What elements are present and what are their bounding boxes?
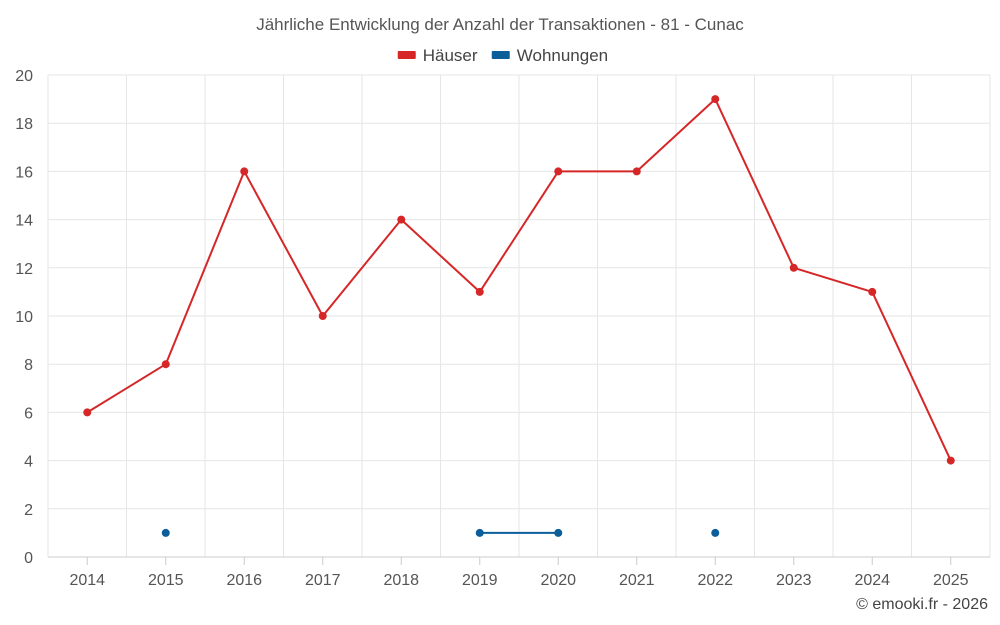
x-tick-label: 2021 xyxy=(619,572,655,589)
x-tick-label: 2022 xyxy=(697,572,733,589)
y-tick-label: 18 xyxy=(15,116,33,133)
credit-label: © emooki.fr - 2026 xyxy=(856,596,988,613)
x-tick-label: 2016 xyxy=(226,572,262,589)
x-tick-label: 2025 xyxy=(933,572,969,589)
legend: Häuser Wohnungen xyxy=(397,46,608,65)
y-tick-label: 20 xyxy=(15,68,33,85)
y-tick-label: 12 xyxy=(15,261,33,278)
legend-label-wohnungen: Wohnungen xyxy=(517,46,608,65)
series-line-haeuser xyxy=(321,218,403,317)
y-tick-label: 2 xyxy=(24,502,33,519)
grid xyxy=(47,74,991,558)
data-point-haeuser xyxy=(632,167,641,176)
series-line-haeuser xyxy=(871,291,952,462)
series-wohnungen xyxy=(161,528,720,537)
y-tick-label: 16 xyxy=(15,164,33,181)
series-line-haeuser xyxy=(86,363,167,414)
x-tick-label: 2023 xyxy=(776,572,812,589)
data-point-haeuser xyxy=(868,287,877,296)
series-line-haeuser xyxy=(478,170,560,293)
data-point-haeuser xyxy=(789,263,798,272)
x-tick-label: 2019 xyxy=(462,572,498,589)
series-line-haeuser xyxy=(243,170,324,317)
data-point-wohnungen xyxy=(711,528,720,537)
data-point-haeuser xyxy=(711,95,720,104)
x-tick-label: 2014 xyxy=(69,572,105,589)
series-line-haeuser xyxy=(164,171,246,365)
data-point-wohnungen xyxy=(161,528,170,537)
x-axis: 2014 2015 2016 2017 2018 2019 2020 2021 2022 2023… xyxy=(48,556,990,589)
x-tick-label: 2017 xyxy=(305,572,341,589)
data-point-haeuser xyxy=(83,408,92,417)
series-haeuser xyxy=(83,95,955,465)
series-line-haeuser xyxy=(636,98,716,173)
legend-swatch-wohnungen xyxy=(491,51,510,59)
y-tick-label: 8 xyxy=(24,357,33,374)
y-tick-label: 14 xyxy=(15,213,33,230)
legend-swatch-haeuser xyxy=(397,51,416,59)
data-point-haeuser xyxy=(397,215,406,224)
data-point-haeuser xyxy=(475,287,484,296)
y-tick-label: 10 xyxy=(15,309,33,326)
y-tick-label: 4 xyxy=(24,454,33,471)
chart-title: Jährliche Entwicklung der Anzahl der Tra… xyxy=(256,15,744,34)
series-line-haeuser xyxy=(400,218,481,293)
data-point-haeuser xyxy=(240,167,249,176)
y-tick-label: 6 xyxy=(24,405,33,422)
data-point-haeuser xyxy=(161,360,170,369)
data-point-wohnungen xyxy=(475,528,484,537)
data-point-haeuser xyxy=(554,167,563,176)
legend-label-haeuser: Häuser xyxy=(423,46,478,65)
x-tick-label: 2018 xyxy=(383,572,419,589)
y-axis: 0 2 4 6 8 10 12 14 16 18 20 xyxy=(15,68,33,567)
series-line-haeuser xyxy=(714,98,795,269)
x-tick-label: 2020 xyxy=(540,572,576,589)
plot-area xyxy=(83,95,955,537)
data-point-wohnungen xyxy=(554,528,563,537)
data-point-haeuser xyxy=(946,456,955,465)
x-tick-label: 2015 xyxy=(148,572,184,589)
x-tick-label: 2024 xyxy=(854,572,890,589)
y-tick-label: 0 xyxy=(24,550,33,567)
series-line-haeuser xyxy=(793,266,873,293)
data-point-haeuser xyxy=(318,312,327,320)
